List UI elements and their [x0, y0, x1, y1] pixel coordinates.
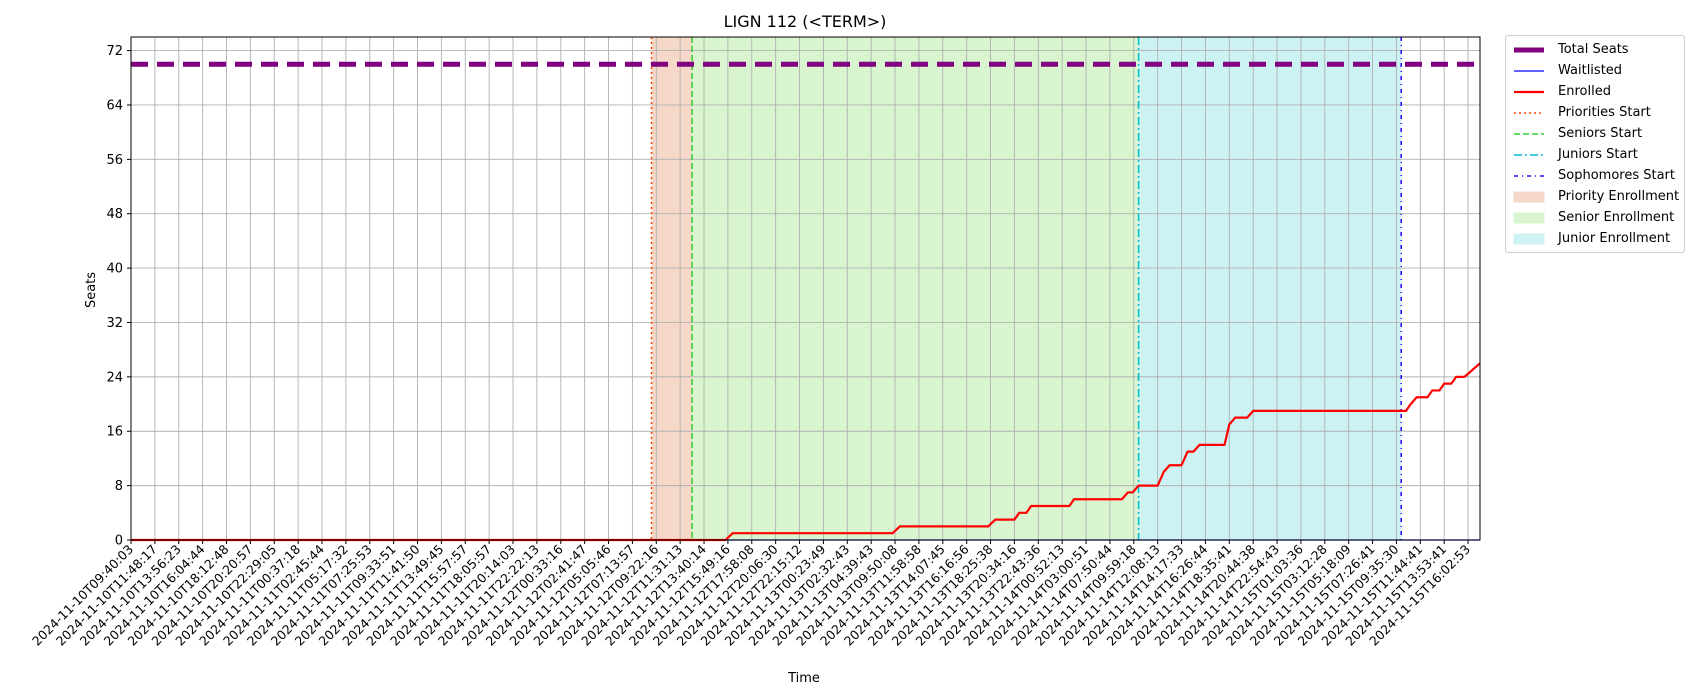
legend-item-waitlisted: Waitlisted [1512, 60, 1678, 81]
y-tick-label: 56 [106, 153, 123, 168]
y-axis-label: Seats [84, 272, 99, 308]
span-junior-enrollment [1138, 37, 1402, 540]
legend-key [1512, 43, 1546, 57]
y-tick-label: 8 [115, 479, 123, 494]
y-tick-label: 16 [106, 425, 123, 440]
legend-item-priorities-start: Priorities Start [1512, 102, 1678, 123]
y-tick-label: 40 [106, 262, 123, 277]
legend-label: Priority Enrollment [1558, 189, 1680, 204]
x-axis-label: Time [787, 671, 820, 686]
legend-key [1512, 190, 1546, 204]
y-tick-label: 32 [106, 316, 123, 331]
legend-key [1512, 169, 1546, 183]
legend-item-seniors-start: Seniors Start [1512, 123, 1678, 144]
series-enrolled [131, 362, 1481, 542]
y-tick-label: 24 [106, 370, 123, 385]
legend-item-priority-enrollment: Priority Enrollment [1512, 186, 1680, 207]
legend-key [1512, 127, 1546, 141]
legend-item-junior-enrollment: Junior Enrollment [1512, 228, 1678, 249]
legend-key [1512, 148, 1546, 162]
legend-key [1512, 85, 1546, 99]
legend-label: Sophomores Start [1558, 168, 1675, 183]
legend-label: Senior Enrollment [1558, 210, 1675, 225]
legend-item-enrolled: Enrolled [1512, 81, 1678, 102]
span-senior-enrollment [692, 37, 1139, 540]
grid [130, 37, 1480, 541]
y-tick-label: 72 [106, 44, 123, 59]
legend-label: Priorities Start [1558, 105, 1651, 120]
legend-label: Juniors Start [1558, 147, 1638, 162]
y-axis-ticks: 0 8 16 24 32 40 48 56 64 72 [106, 44, 131, 549]
legend-item-sophomores-start: Sophomores Start [1512, 165, 1678, 186]
legend-key [1512, 211, 1546, 225]
enrollment-spans [651, 37, 1402, 540]
phase-markers [650, 37, 1402, 540]
legend-key [1512, 64, 1546, 78]
plot-frame [130, 36, 1481, 541]
legend-item-total-seats: Total Seats [1512, 39, 1678, 60]
legend: Total Seats Waitlisted Enrolled Priorities … [1505, 35, 1685, 253]
y-tick-label: 64 [106, 98, 123, 113]
legend-label: Junior Enrollment [1558, 231, 1671, 246]
legend-item-juniors-start: Juniors Start [1512, 144, 1678, 165]
legend-label: Waitlisted [1558, 63, 1623, 78]
legend-key [1512, 232, 1546, 246]
chart-title: LIGN 112 (<TERM>) [724, 12, 887, 31]
y-tick-label: 48 [106, 207, 123, 222]
legend-label: Enrolled [1558, 84, 1611, 99]
legend-label: Seniors Start [1558, 126, 1643, 141]
legend-label: Total Seats [1558, 42, 1629, 57]
span-priority-enrollment [651, 37, 693, 540]
legend-item-senior-enrollment: Senior Enrollment [1512, 207, 1678, 228]
x-axis-ticks: 2024-11-10T09:40:032024-11-10T11:48:1720… [29, 540, 1473, 649]
y-tick-label: 0 [115, 534, 123, 549]
legend-key [1512, 106, 1546, 120]
